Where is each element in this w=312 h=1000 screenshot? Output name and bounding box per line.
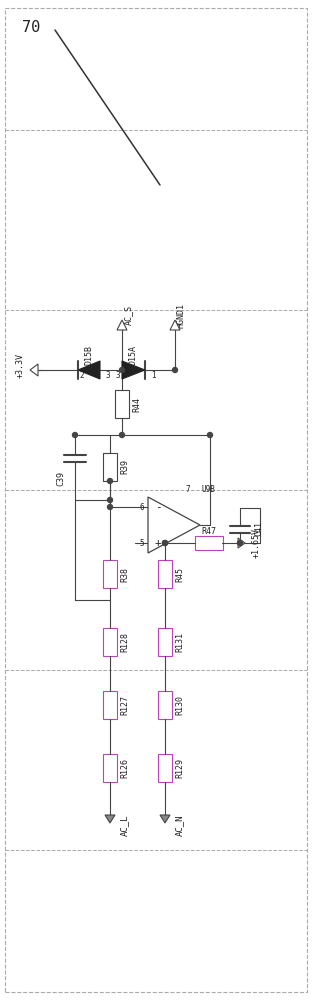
Text: 1: 1 xyxy=(151,371,155,380)
Text: D15B: D15B xyxy=(85,345,94,365)
Circle shape xyxy=(163,540,168,546)
Circle shape xyxy=(119,367,124,372)
Circle shape xyxy=(173,367,178,372)
Polygon shape xyxy=(122,361,145,379)
Text: C39: C39 xyxy=(56,471,66,486)
Circle shape xyxy=(72,432,77,438)
Text: 5: 5 xyxy=(140,538,144,548)
Bar xyxy=(103,628,117,656)
Text: 2: 2 xyxy=(80,371,84,380)
Polygon shape xyxy=(78,361,100,379)
Text: R128: R128 xyxy=(120,632,129,652)
Text: AC_N: AC_N xyxy=(175,814,184,836)
Text: R129: R129 xyxy=(175,758,184,778)
Circle shape xyxy=(163,540,168,546)
Polygon shape xyxy=(30,364,38,376)
Bar xyxy=(103,754,117,782)
Text: R126: R126 xyxy=(120,758,129,778)
Text: R130: R130 xyxy=(175,695,184,715)
Text: AC_L: AC_L xyxy=(120,814,129,836)
Bar xyxy=(195,536,223,550)
Text: 70: 70 xyxy=(22,20,40,35)
Text: +: + xyxy=(155,538,161,548)
Bar xyxy=(158,754,172,782)
Bar xyxy=(158,560,172,588)
Text: R127: R127 xyxy=(120,695,129,715)
Polygon shape xyxy=(170,320,180,330)
Text: 6: 6 xyxy=(140,502,144,512)
Circle shape xyxy=(108,479,113,484)
Text: 7: 7 xyxy=(186,485,190,493)
Text: R45: R45 xyxy=(175,566,184,582)
Text: R39: R39 xyxy=(120,460,129,475)
Bar xyxy=(115,390,129,418)
Bar xyxy=(158,691,172,719)
Polygon shape xyxy=(160,815,170,823)
Polygon shape xyxy=(148,497,200,553)
Text: 3: 3 xyxy=(116,371,120,380)
Bar xyxy=(103,691,117,719)
Text: R47: R47 xyxy=(202,526,217,536)
Polygon shape xyxy=(117,320,127,330)
Bar xyxy=(103,453,117,481)
Text: R38: R38 xyxy=(120,566,129,582)
Text: 3: 3 xyxy=(106,371,110,380)
Text: R44: R44 xyxy=(132,396,141,412)
Circle shape xyxy=(119,432,124,438)
Circle shape xyxy=(108,504,113,510)
Circle shape xyxy=(237,540,242,546)
Text: D15A: D15A xyxy=(129,345,138,365)
Text: HGND1: HGND1 xyxy=(177,302,186,328)
Text: +1.65V: +1.65V xyxy=(252,528,261,558)
Text: C41: C41 xyxy=(254,520,263,536)
Polygon shape xyxy=(238,538,245,548)
Polygon shape xyxy=(105,815,115,823)
Bar xyxy=(158,628,172,656)
Text: U9B: U9B xyxy=(202,485,216,493)
Bar xyxy=(103,560,117,588)
Text: AC_S: AC_S xyxy=(124,305,133,325)
Circle shape xyxy=(207,432,212,438)
Text: R131: R131 xyxy=(175,632,184,652)
Text: -: - xyxy=(155,502,161,512)
Text: +3.3V: +3.3V xyxy=(16,353,25,377)
Circle shape xyxy=(108,497,113,502)
